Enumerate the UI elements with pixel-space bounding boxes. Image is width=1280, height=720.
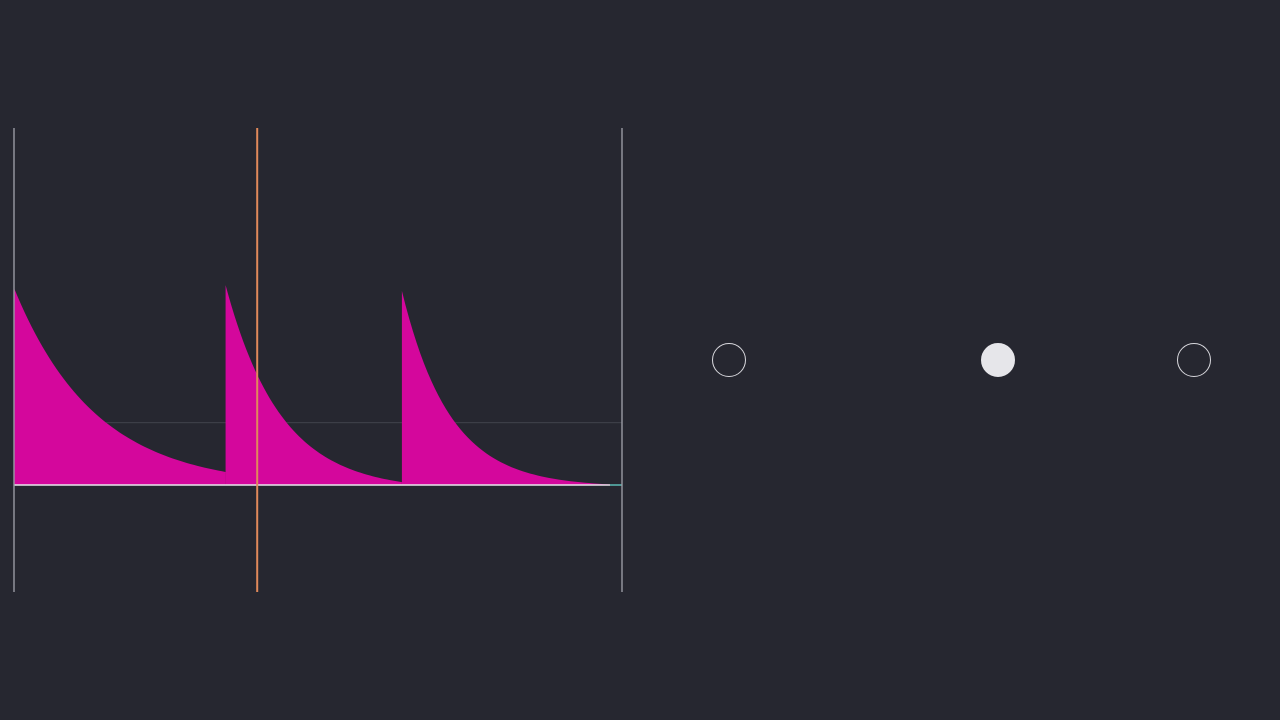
page-dot-2[interactable] xyxy=(981,343,1015,377)
envelope-segment-3 xyxy=(401,290,622,485)
page-dot-1[interactable] xyxy=(712,343,746,377)
page-dot-3[interactable] xyxy=(1177,343,1211,377)
envelope-segment-2 xyxy=(225,285,402,485)
envelope-segment-1 xyxy=(14,288,226,485)
